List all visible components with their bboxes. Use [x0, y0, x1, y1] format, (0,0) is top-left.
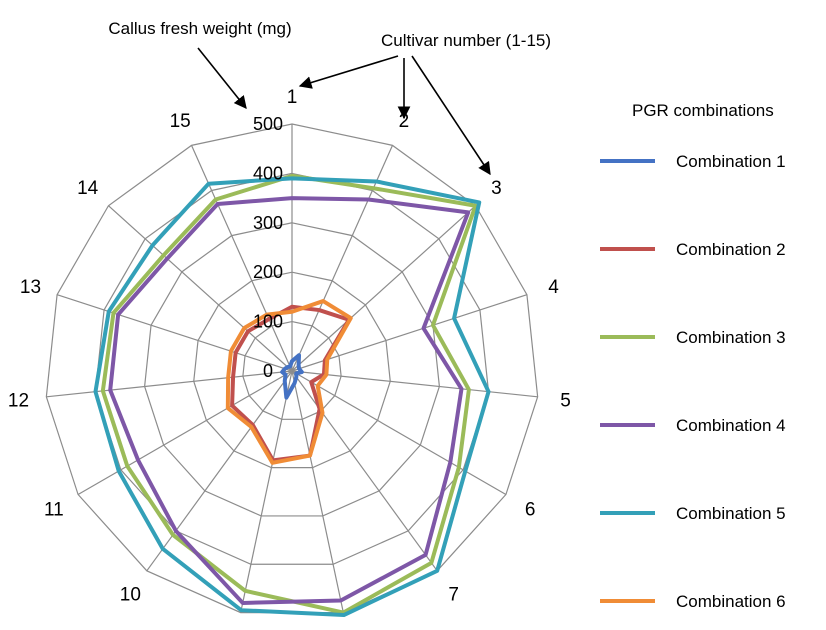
legend-label: Combination 2: [676, 240, 786, 259]
radial-tick-label: 0: [263, 361, 273, 381]
series-line-combination-1: [280, 353, 304, 400]
category-labels: 123456789101112131415: [8, 87, 571, 605]
category-label: 10: [120, 584, 141, 605]
category-label: 13: [20, 277, 41, 298]
grid-ring: [94, 172, 490, 565]
grid-spoke: [46, 370, 293, 398]
category-label: 14: [77, 178, 99, 199]
radial-tick-label: 500: [253, 114, 283, 134]
legend-label: Combination 6: [676, 592, 786, 611]
radial-tick-label: 400: [253, 163, 283, 183]
legend-label: Combination 4: [676, 416, 786, 435]
legend: PGR combinations Combination 1 Combinatio…: [600, 101, 786, 611]
category-label: 6: [525, 500, 536, 521]
grid-spoke: [56, 294, 293, 372]
category-label: 4: [548, 277, 559, 298]
category-label: 3: [491, 178, 502, 199]
grid-spoke: [108, 205, 293, 372]
annotation-category-axis: Cultivar number (1-15): [298, 31, 551, 176]
category-label: 11: [44, 500, 64, 521]
grid-spoke: [291, 370, 507, 496]
radial-tick-labels: 0 100 200 300 400 500: [253, 114, 283, 381]
grid-spoke: [77, 370, 293, 496]
category-label: 7: [448, 584, 459, 605]
radial-tick-label: 100: [253, 312, 283, 332]
svg-text:Callus fresh weight (mg): Callus fresh weight (mg): [108, 19, 291, 38]
category-label: 12: [8, 391, 29, 412]
series-line-combination-4: [108, 196, 471, 605]
series-line-combination-2: [230, 304, 351, 463]
radial-tick-label: 200: [253, 262, 283, 282]
grid-spoke: [146, 370, 293, 572]
grid-ring: [193, 271, 391, 469]
series-line-combination-6: [225, 299, 353, 465]
annotation-value-axis: Callus fresh weight (mg): [108, 19, 292, 109]
category-label: 2: [399, 111, 410, 132]
grid-spoke: [291, 370, 538, 398]
grid-spoke: [291, 294, 528, 372]
category-label: 15: [170, 111, 191, 132]
legend-label: Combination 1: [676, 152, 786, 171]
grid-spoke: [291, 370, 344, 613]
radar-series: [93, 173, 491, 618]
grid-ring: [144, 222, 440, 517]
category-label: 1: [287, 87, 298, 108]
radial-tick-label: 300: [253, 213, 283, 233]
legend-title: PGR combinations: [632, 101, 774, 120]
series-line-combination-5: [93, 176, 491, 618]
svg-text:Cultivar number (1-15): Cultivar number (1-15): [381, 31, 551, 50]
grid-spoke: [291, 205, 476, 372]
legend-label: Combination 5: [676, 504, 786, 523]
category-label: 5: [560, 391, 571, 412]
grid-spoke: [240, 370, 293, 613]
legend-label: Combination 3: [676, 328, 786, 347]
